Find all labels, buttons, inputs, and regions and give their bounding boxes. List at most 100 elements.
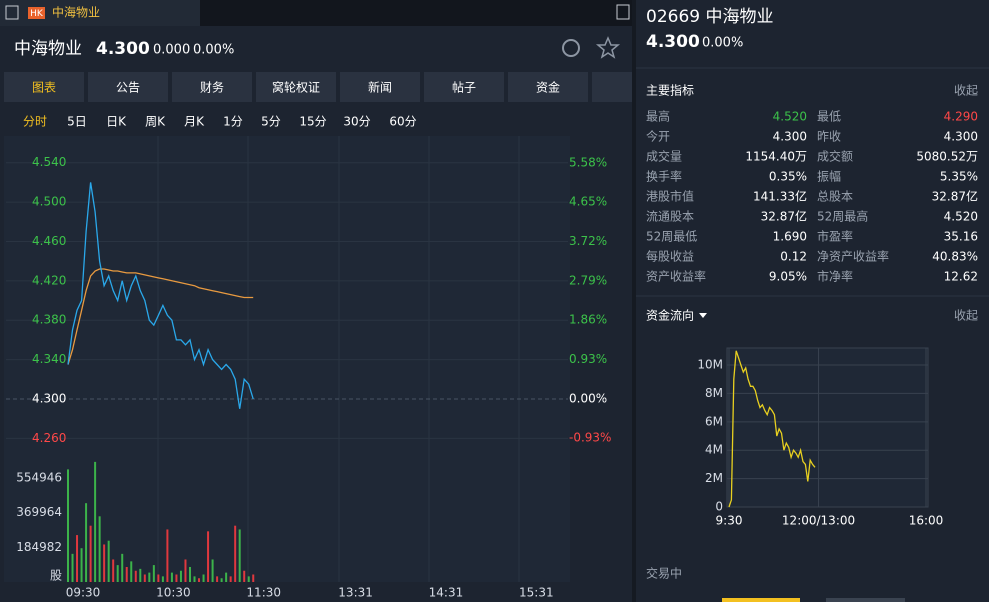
x-tick-label: 12:00/13:00 <box>782 514 855 528</box>
tab-button[interactable] <box>424 72 504 102</box>
fund-chart-area <box>726 347 929 508</box>
volume-bar <box>80 548 83 582</box>
period[interactable]: 1分 <box>223 115 243 129</box>
average-line <box>67 268 254 365</box>
volume-bar <box>207 531 210 582</box>
indicator-value: 1.690 <box>773 230 807 244</box>
indicator-value: 40.83% <box>932 250 978 264</box>
volume-bar <box>161 576 164 582</box>
y-tick-label: 4.340 <box>32 352 66 366</box>
tab-label[interactable]: 新闻 <box>368 80 392 95</box>
price: 4.300 <box>96 39 150 59</box>
y-tick-label: 4.460 <box>32 234 66 248</box>
volume-bar <box>225 572 228 582</box>
indicator-value: 9.05% <box>769 270 807 284</box>
tab-button[interactable] <box>340 72 420 102</box>
badge <box>28 7 45 19</box>
section-title: 主要指标 <box>646 83 694 98</box>
tab-button[interactable] <box>592 72 632 102</box>
y2-tick-label: 0.00% <box>569 391 607 405</box>
y2-tick-label: -0.93% <box>569 431 611 445</box>
period[interactable]: 分时 <box>23 115 47 129</box>
y-tick-label: 4.260 <box>32 431 66 445</box>
volume-bar <box>216 576 219 582</box>
tab-label[interactable]: 资金 <box>536 80 560 95</box>
volume-bar <box>175 574 178 582</box>
button[interactable] <box>722 598 800 602</box>
y-tick-label: 369964 <box>16 505 62 519</box>
tab-label[interactable]: 财务 <box>200 80 224 95</box>
y-tick-label: 股 <box>50 569 62 583</box>
badge-text: HK <box>30 9 44 19</box>
indicator-value: 32.87亿 <box>761 209 807 224</box>
indicator-label: 最低 <box>817 110 841 124</box>
tab-button[interactable] <box>4 72 84 102</box>
indicator-label: 资产收益率 <box>646 269 706 284</box>
change-pct: 0.00% <box>193 43 234 58</box>
tab-label[interactable]: 窝轮权证 <box>272 80 320 95</box>
indicator-value: 12.62 <box>944 270 978 284</box>
y2-tick-label: 0.93% <box>569 352 607 366</box>
period[interactable]: 日K <box>106 115 127 129</box>
icon[interactable] <box>616 4 630 20</box>
x-tick-label: 15:31 <box>519 586 554 600</box>
period[interactable]: 5日 <box>67 115 87 129</box>
indicator-label: 流通股本 <box>646 210 694 224</box>
y2-tick-label: 5.58% <box>569 155 607 169</box>
volume-bar <box>193 576 196 582</box>
change: 0.000 <box>153 43 190 58</box>
button[interactable] <box>826 598 905 602</box>
period[interactable]: 月K <box>184 115 205 129</box>
volume-bar <box>220 578 223 582</box>
tab-button[interactable] <box>88 72 168 102</box>
indicator-value: 4.520 <box>773 110 807 124</box>
refresh-icon[interactable] <box>562 39 580 57</box>
stock-name: 中海物业 <box>14 39 82 59</box>
x-tick-label: 11:30 <box>246 586 281 600</box>
y-tick-label: 4.420 <box>32 273 66 287</box>
icon[interactable] <box>5 5 19 20</box>
indicator-label: 换手率 <box>646 169 682 184</box>
x-tick-label: 10:30 <box>156 586 191 600</box>
x-tick-label: 13:31 <box>338 586 373 600</box>
x-tick-label: 09:30 <box>66 586 101 600</box>
collapse[interactable]: 收起 <box>954 309 978 323</box>
x-tick-label: 9:30 <box>716 514 743 528</box>
tab-button[interactable] <box>256 72 336 102</box>
volume-bar <box>112 559 115 582</box>
volume-bar <box>116 565 119 582</box>
volume-bar <box>103 544 106 582</box>
indicator-label: 净资产收益率 <box>817 249 889 264</box>
volume-bar <box>170 572 173 582</box>
period[interactable]: 周K <box>145 115 166 129</box>
tab-label[interactable]: 帖子 <box>452 80 476 95</box>
period[interactable]: 15分 <box>299 115 326 129</box>
y-tick-label: 4.300 <box>32 391 66 405</box>
tab-label[interactable]: 公告 <box>116 81 140 95</box>
period[interactable]: 30分 <box>343 115 370 129</box>
volume-bar <box>166 529 169 582</box>
period[interactable]: 5分 <box>261 115 281 129</box>
indicator-value: 4.290 <box>944 110 978 124</box>
quote-price: 4.300 <box>646 32 700 52</box>
y-tick-label: 4.380 <box>32 313 66 327</box>
star-icon[interactable] <box>595 36 621 59</box>
indicator-value: 5080.52万 <box>916 150 978 164</box>
y-tick-label: 4M <box>705 443 723 457</box>
volume-bar <box>107 540 110 582</box>
y2-tick-label: 4.65% <box>569 195 607 209</box>
volume-bar <box>152 565 155 582</box>
y-tick-label: 10M <box>697 358 723 372</box>
indicator-label: 52周最低 <box>646 230 697 244</box>
collapse[interactable]: 收起 <box>954 84 978 98</box>
indicator-value: 1154.40万 <box>745 150 807 164</box>
tab-label[interactable]: 图表 <box>32 81 56 95</box>
period[interactable]: 60分 <box>389 115 416 129</box>
volume-bar <box>134 570 137 582</box>
dropdown-icon[interactable] <box>699 313 707 318</box>
tab-button[interactable] <box>172 72 252 102</box>
tab-button[interactable] <box>508 72 588 102</box>
volume-bar <box>198 578 201 582</box>
indicator-label: 今开 <box>646 129 670 144</box>
